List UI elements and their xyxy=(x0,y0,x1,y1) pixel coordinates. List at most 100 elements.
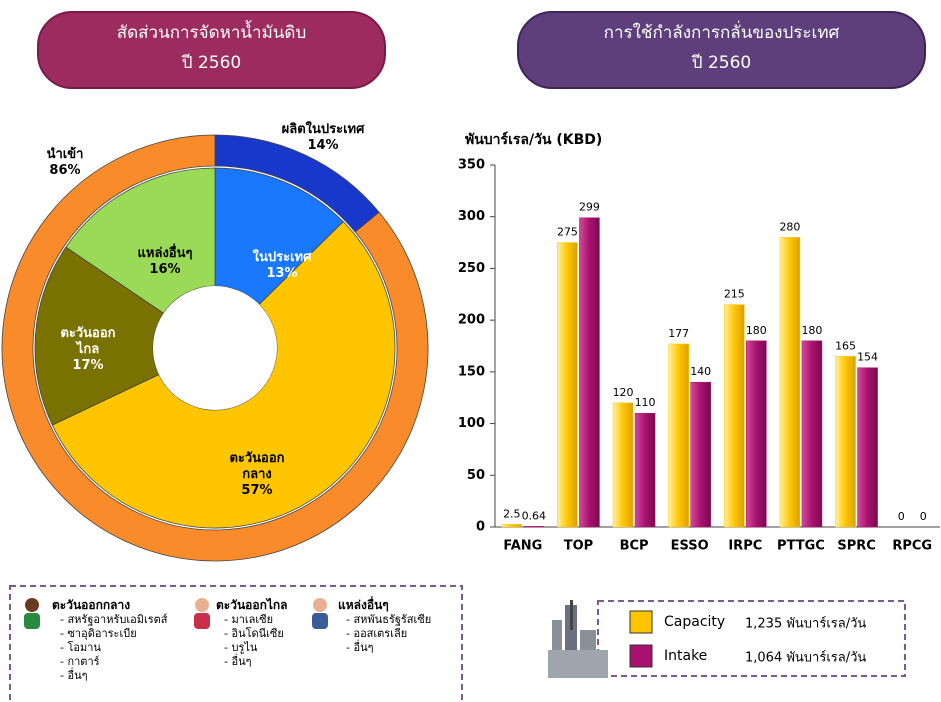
source-item: - อื่นๆ xyxy=(224,655,252,668)
source-group: ตะวันออกกลาง - สหรัฐอาหรับเอมิเรตส์ - ซาอุ… xyxy=(52,598,167,683)
source-item-text: กาตาร์ xyxy=(67,655,100,668)
x-tick-label: FANG xyxy=(503,539,542,554)
data-label: 154 xyxy=(857,351,878,364)
bar xyxy=(668,343,689,528)
bar xyxy=(724,304,745,528)
segment-name: นำเข้า xyxy=(46,147,84,162)
segment-value: 16% xyxy=(149,262,181,277)
data-label: 0 xyxy=(898,510,905,523)
bar xyxy=(801,340,823,528)
header-pill xyxy=(517,11,926,89)
segment-value: 57% xyxy=(241,483,273,498)
x-tick-label: RPCG xyxy=(892,539,932,554)
segment-value: 14% xyxy=(307,138,339,153)
source-item-text: อื่นๆ xyxy=(67,669,88,682)
source-item: - บรูไน xyxy=(224,641,258,654)
data-label: 120 xyxy=(613,386,634,399)
source-item-text: บรูไน xyxy=(231,641,258,654)
segment-label: ในประเทศ 13% xyxy=(253,250,312,282)
source-item: - ซาอุดิอาระเบีย xyxy=(60,627,137,640)
segment-name: ในประเทศ xyxy=(252,250,312,265)
segment-name: ตะวันออก กลาง xyxy=(229,451,285,482)
source-item: - ออสเตรเลีย xyxy=(346,627,408,640)
legend-label: Capacity xyxy=(664,614,725,630)
header-subtitle: ปี 2560 xyxy=(691,53,752,73)
source-item: - กาตาร์ xyxy=(60,655,100,668)
x-tick-label: TOP xyxy=(564,539,593,554)
header-title: สัดส่วนการจัดหาน้ำมันดิบ xyxy=(116,23,307,43)
bar xyxy=(557,242,578,528)
header-title: การใช้กำลังการกลั่นของประเทศ xyxy=(603,23,840,43)
header-pill xyxy=(37,11,386,89)
segment-label: แหล่งอื่นๆ 16% xyxy=(138,246,193,278)
bar xyxy=(501,524,523,528)
data-label: 299 xyxy=(579,201,600,214)
source-item-text: สหพันธรัฐรัสเซีย xyxy=(353,613,432,626)
segment-value: 17% xyxy=(72,358,104,373)
bar xyxy=(579,217,600,528)
y-tick-label: 0 xyxy=(476,520,485,535)
x-tick-label: SPRC xyxy=(837,539,875,554)
bar xyxy=(779,237,801,528)
bar xyxy=(634,412,656,528)
legend-swatch xyxy=(629,610,653,634)
y-tick-label: 300 xyxy=(458,209,485,224)
x-tick-label: BCP xyxy=(620,539,649,554)
source-item-text: มาเลเซีย xyxy=(231,613,274,626)
source-heading: ตะวันออกกลาง xyxy=(52,598,131,612)
segment-name: ตะวันออก ไกล xyxy=(60,326,116,357)
legend-total: 1,064 พันบาร์เรล/วัน xyxy=(745,650,866,666)
source-item-text: สหรัฐอาหรับเอมิเรตส์ xyxy=(67,613,168,626)
y-tick-label: 50 xyxy=(467,468,485,483)
data-label: 215 xyxy=(724,288,745,301)
x-tick-label: ESSO xyxy=(671,539,709,554)
bar xyxy=(690,381,711,528)
legend-total: 1,235 พันบาร์เรล/วัน xyxy=(745,616,866,632)
data-label: 165 xyxy=(835,339,856,352)
data-label: 275 xyxy=(557,226,578,239)
source-item-text: อื่นๆ xyxy=(231,655,252,668)
source-item: - อื่นๆ xyxy=(60,669,88,682)
data-label: 0.64 xyxy=(522,509,547,522)
source-item-text: ซาอุดิอาระเบีย xyxy=(67,627,137,640)
source-item: - สหพันธรัฐรัสเซีย xyxy=(346,613,432,626)
data-label: 180 xyxy=(801,324,822,337)
source-item-text: โอมาน xyxy=(67,641,101,654)
segment-label: นำเข้า 86% xyxy=(47,147,84,179)
header: สัดส่วนการจัดหาน้ำมันดิบ ปี 2560 xyxy=(38,18,385,78)
source-heading: ตะวันออกไกล xyxy=(216,598,288,612)
data-label: 140 xyxy=(690,365,711,378)
donut-hole xyxy=(153,286,277,410)
segment-value: 86% xyxy=(49,163,81,178)
icon xyxy=(312,598,328,629)
segment-name: ผลิตในประเทศ xyxy=(281,122,365,137)
source-item: - มาเลเซีย xyxy=(224,613,274,626)
refinery-icon xyxy=(548,600,608,678)
segment-value: 13% xyxy=(266,266,298,281)
source-item: - โอมาน xyxy=(60,641,101,654)
segment-label: ตะวันออก ไกล 17% xyxy=(60,326,115,374)
source-item-text: ออสเตรเลีย xyxy=(353,627,408,640)
bar xyxy=(857,367,878,528)
legend-box xyxy=(597,600,906,677)
source-item: - อื่นๆ xyxy=(346,641,374,654)
source-group: แหล่งอื่นๆ - สหพันธรัฐรัสเซีย - ออสเตรเลีย… xyxy=(338,598,431,655)
data-label: 280 xyxy=(779,220,800,233)
legend-swatch xyxy=(629,644,653,668)
segment-label: ผลิตในประเทศ 14% xyxy=(282,122,365,154)
icon xyxy=(24,598,40,629)
y-tick-label: 250 xyxy=(458,261,485,276)
segment-label: ตะวันออก กลาง 57% xyxy=(229,451,284,499)
data-label: 180 xyxy=(746,324,767,337)
data-label: 177 xyxy=(668,327,689,340)
y-tick-label: 350 xyxy=(458,158,485,173)
source-box xyxy=(9,585,463,702)
bar xyxy=(523,526,545,528)
x-tick-label: IRPC xyxy=(728,539,762,554)
y-tick-label: 150 xyxy=(458,364,485,379)
data-label: 110 xyxy=(635,396,656,409)
bar xyxy=(746,340,767,528)
icon xyxy=(194,598,210,629)
